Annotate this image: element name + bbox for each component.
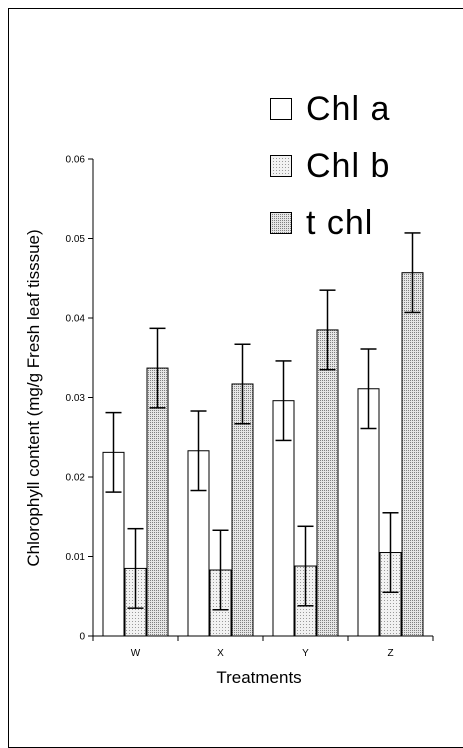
x-tick-label: W [131,648,141,659]
y-tick-label: 0.01 [66,552,86,563]
y-tick-label: 0.03 [66,393,86,404]
legend-label-chl-a: Chl a [306,90,391,128]
y-tick-label: 0.05 [66,234,86,245]
x-axis-title: Treatments [216,668,301,687]
legend-label-chl-b: Chl b [306,147,391,185]
chart-svg: 0 0.01 0.02 0.03 0.04 0.05 0.06 W X Y Z Chlorophyl… [24,155,434,687]
plot-area: 0 0.01 0.02 0.03 0.04 0.05 0.06 W X Y Z [66,155,434,659]
y-tick-label: 0.06 [66,155,86,166]
x-tick-label: Z [387,648,393,659]
legend-swatch-chl-a [270,98,292,120]
legend-swatch-chl-b [270,155,292,177]
bar-z-3 [401,272,424,637]
y-tick-label: 0.04 [66,314,86,325]
legend-swatch-total-chl [270,212,292,234]
legend-label-total-chl: t chl [306,204,374,242]
y-axis-title: Chlorophyll content (mg/g Fresh leaf tis… [24,229,43,566]
x-tick-label: X [217,648,224,659]
y-tick-label: 0.02 [66,473,86,484]
x-tick-label: Y [302,648,309,659]
y-tick-label: 0 [79,632,85,643]
bar-y-3 [316,329,339,637]
